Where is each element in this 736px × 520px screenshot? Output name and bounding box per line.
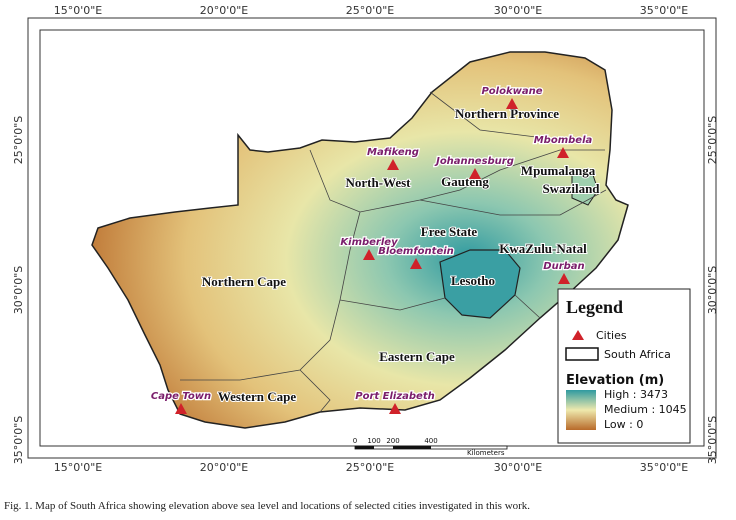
region-label: North-West bbox=[346, 175, 412, 190]
graticule-label: 35°0'0"S bbox=[706, 416, 719, 465]
scale-tick: 200 bbox=[386, 437, 399, 445]
graticule-label: 30°0'0"E bbox=[494, 4, 543, 17]
city-marker bbox=[557, 147, 569, 158]
city-marker bbox=[389, 403, 401, 414]
scale-seg bbox=[355, 446, 374, 449]
legend-cities: Cities bbox=[596, 329, 627, 342]
graticule-label: 30°0'0"S bbox=[12, 266, 25, 315]
legend-title: Legend bbox=[566, 297, 623, 317]
scale-unit: Kilometers bbox=[467, 449, 505, 457]
legend-medium: Medium : 1045 bbox=[604, 403, 687, 416]
legend-high: High : 3473 bbox=[604, 388, 668, 401]
city-label: Durban bbox=[543, 261, 584, 272]
city-label: Johannesburg bbox=[434, 156, 514, 167]
region-label: Free State bbox=[421, 224, 478, 239]
legend: Legend Cities South Africa Elevation (m)… bbox=[557, 288, 691, 444]
scale-tick: 400 bbox=[424, 437, 437, 445]
legend-boundary-symbol bbox=[565, 347, 599, 361]
city-marker bbox=[469, 168, 481, 179]
city-marker bbox=[175, 403, 187, 414]
border bbox=[299, 369, 331, 413]
scale-bar: Kilometers bbox=[354, 445, 508, 457]
city-label: Mafikeng bbox=[367, 147, 419, 158]
city-label: Kimberley bbox=[340, 237, 398, 248]
graticule-label: 25°0'0"S bbox=[706, 116, 719, 165]
city-label: Bloemfontein bbox=[378, 246, 454, 257]
graticule-label: 25°0'0"E bbox=[346, 461, 395, 474]
scale-seg bbox=[393, 446, 431, 449]
city-marker bbox=[410, 258, 422, 269]
graticule-label: 20°0'0"E bbox=[200, 4, 249, 17]
region-label: Mpumalanga bbox=[521, 163, 596, 178]
legend-elevation-title: Elevation (m) bbox=[566, 373, 664, 388]
graticule-label: 35°0'0"E bbox=[640, 4, 689, 17]
border bbox=[419, 189, 607, 216]
legend-ramp bbox=[566, 390, 596, 430]
city-label: Mbombela bbox=[534, 135, 593, 146]
border bbox=[339, 297, 446, 311]
city-label: Polokwane bbox=[481, 86, 542, 97]
city-label: Port Elizabeth bbox=[355, 391, 435, 402]
region-label: Eastern Cape bbox=[379, 349, 455, 364]
graticule-label: 25°0'0"S bbox=[12, 116, 25, 165]
caption: Fig. 1. Map of South Africa showing elev… bbox=[4, 500, 530, 512]
graticule-label: 15°0'0"E bbox=[54, 4, 103, 17]
city-marker bbox=[387, 159, 399, 170]
region-label: Swaziland bbox=[542, 181, 600, 196]
city-label: Cape Town bbox=[151, 391, 211, 402]
graticule-label: 30°0'0"E bbox=[494, 461, 543, 474]
graticule-label: 15°0'0"E bbox=[54, 461, 103, 474]
region-label: Northern Cape bbox=[202, 274, 286, 289]
province-borders bbox=[180, 91, 607, 413]
graticule-label: 30°0'0"S bbox=[706, 266, 719, 315]
graticule-label: 25°0'0"E bbox=[346, 4, 395, 17]
graticule-label: 35°0'0"E bbox=[640, 461, 689, 474]
region-label: Gauteng bbox=[441, 174, 489, 189]
graticule-label: 35°0'0"S bbox=[12, 416, 25, 465]
scale-tick: 0 bbox=[353, 437, 357, 445]
scale-tick: 100 bbox=[367, 437, 380, 445]
legend-low: Low : 0 bbox=[604, 418, 643, 431]
border bbox=[309, 149, 605, 213]
legend-city-symbol bbox=[572, 330, 584, 340]
city-marker bbox=[558, 273, 570, 284]
legend-boundary: South Africa bbox=[604, 348, 671, 361]
region-label: Northern Province bbox=[455, 106, 559, 121]
city-marker bbox=[506, 98, 518, 109]
border bbox=[180, 211, 361, 381]
border bbox=[429, 91, 561, 141]
region-label: Lesotho bbox=[451, 273, 495, 288]
graticule-label: 20°0'0"E bbox=[200, 461, 249, 474]
city-marker bbox=[363, 249, 375, 260]
region-label: Western Cape bbox=[218, 389, 297, 404]
border bbox=[514, 294, 541, 319]
region-label: KwaZulu-Natal bbox=[499, 241, 587, 256]
